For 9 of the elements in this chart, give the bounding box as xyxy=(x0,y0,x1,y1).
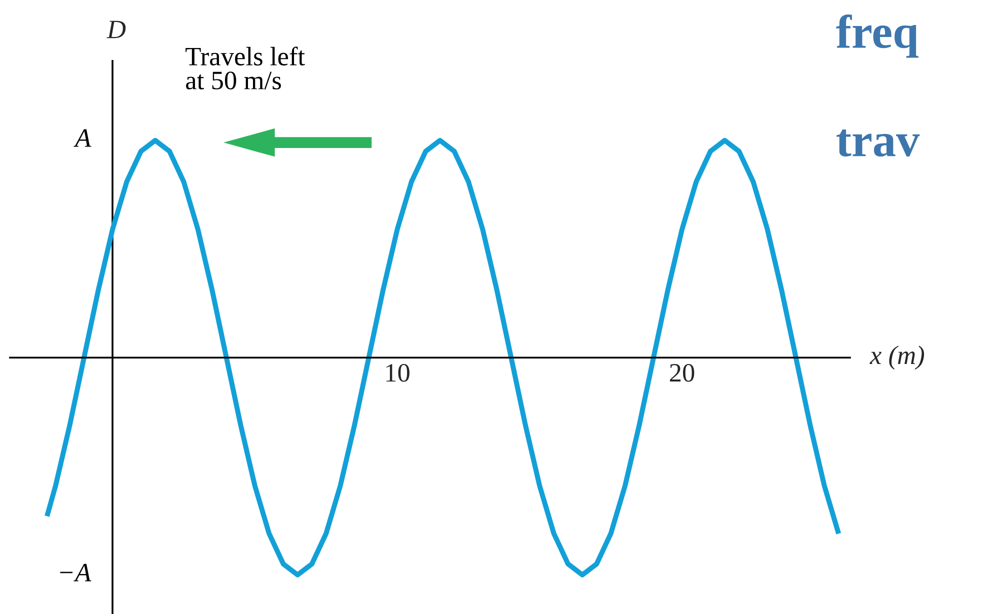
x-tick-label: 20 xyxy=(670,364,694,382)
text: Travels left at 50 m/s xyxy=(186,46,305,90)
x-tick-label: 10 xyxy=(386,364,410,382)
y-axis-title: D xyxy=(106,20,126,38)
annotation: trav xyxy=(836,130,920,157)
annotation: −A xyxy=(60,564,92,582)
text: freq xyxy=(836,14,918,58)
x-axis-title: x (m) xyxy=(870,346,924,370)
annotation: A xyxy=(74,129,92,147)
